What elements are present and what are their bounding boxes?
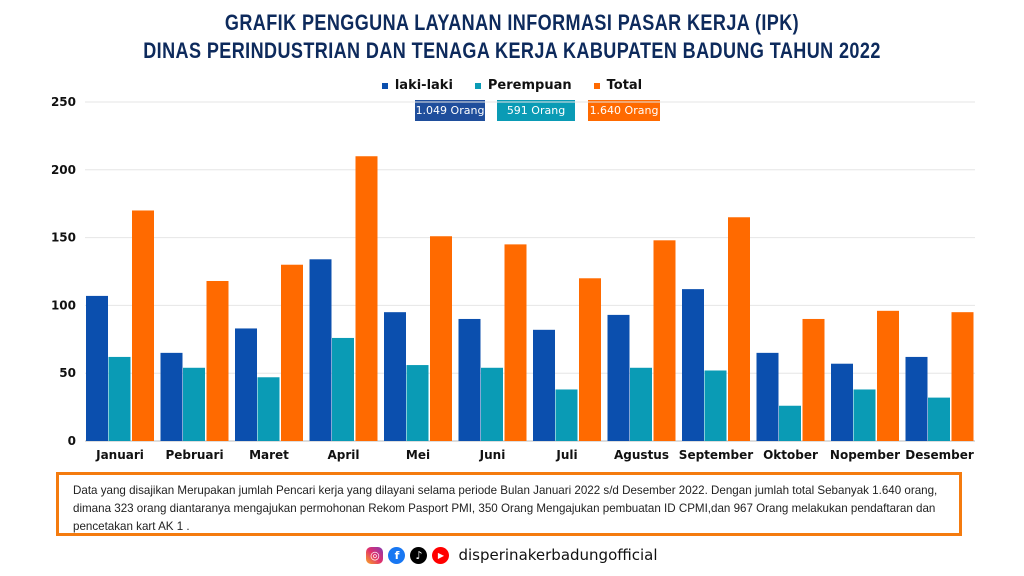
bar-perempuan-agustus	[630, 367, 652, 441]
bar-total-juni	[504, 244, 527, 441]
legend-label: Perempuan	[487, 78, 572, 93]
chart-title: GRAFIK PENGGUNA LAYANAN INFORMASI PASAR …	[224, 10, 800, 35]
chart-subtitle: DINAS PERINDUSTRIAN DAN TENAGA KERJA KAB…	[143, 38, 881, 63]
note-box: Data yang disajikan Merupakan jumlah Pen…	[56, 472, 962, 536]
bar-total-oktober	[802, 318, 825, 441]
x-tick-label: Juni	[479, 448, 506, 462]
bar-perempuan-september	[704, 370, 727, 441]
bar-total-nopember	[877, 310, 899, 441]
total-all-box: 1.640 Orang	[588, 100, 660, 121]
bar-laki-laki-september	[682, 289, 704, 441]
x-tick-label: Juli	[555, 448, 577, 462]
legend-label: laki-laki	[394, 78, 453, 93]
bar-laki-laki-juni	[458, 318, 481, 441]
bar-perempuan-nopember	[853, 389, 876, 441]
tiktok-icon[interactable]: ♪	[410, 546, 428, 564]
legend-swatch	[593, 82, 600, 89]
y-tick-label: 100	[51, 298, 76, 312]
x-tick-label: Maret	[249, 448, 289, 462]
bar-perempuan-oktober	[779, 405, 801, 441]
bar-total-mei	[430, 236, 452, 441]
bar-total-agustus	[653, 240, 676, 441]
bar-total-juli	[579, 278, 601, 441]
x-tick-label: Nopember	[830, 448, 900, 462]
legend-perempuan: Perempuan	[474, 78, 572, 93]
x-tick-label: Januari	[95, 448, 144, 462]
bar-total-desember	[951, 312, 974, 441]
x-tick-label: Oktober	[763, 448, 818, 462]
bar-laki-laki-april	[309, 259, 332, 441]
x-tick-label: Agustus	[614, 448, 669, 462]
bar-total-pebruari	[206, 280, 229, 441]
bar-perempuan-januari	[108, 356, 131, 441]
x-tick-label: September	[679, 448, 753, 462]
total-perempuan-box: 591 Orang	[497, 100, 575, 121]
bar-laki-laki-maret	[235, 328, 257, 441]
x-tick-label: Mei	[406, 448, 430, 462]
y-tick-label: 150	[51, 231, 76, 245]
y-tick-label: 200	[51, 163, 76, 177]
bar-total-januari	[132, 210, 154, 441]
y-tick-label: 0	[68, 434, 76, 448]
bar-perempuan-maret	[257, 377, 280, 441]
bar-laki-laki-januari	[86, 295, 108, 441]
x-tick-label: Pebruari	[165, 448, 223, 462]
bar-laki-laki-mei	[384, 312, 406, 441]
youtube-icon[interactable]: ▶	[432, 546, 450, 564]
footer: ◎ f ♪ ▶ disperinakerbadungofficial	[0, 546, 1024, 564]
y-tick-label: 50	[59, 366, 76, 380]
bar-total-maret	[281, 264, 303, 441]
legend-swatch	[474, 82, 481, 89]
bar-laki-laki-nopember	[831, 363, 853, 441]
legend-total: Total	[593, 78, 643, 93]
bar-perempuan-juni	[481, 367, 503, 441]
bar-laki-laki-agustus	[607, 314, 630, 441]
bar-laki-laki-juli	[533, 329, 555, 441]
facebook-icon[interactable]: f	[388, 546, 406, 564]
bar-perempuan-juli	[555, 389, 578, 441]
bar-total-april	[355, 156, 378, 442]
legend-laki: laki-laki	[381, 78, 453, 93]
legend-label: Total	[606, 78, 643, 93]
bar-laki-laki-pebruari	[160, 352, 183, 441]
total-laki-box: 1.049 Orang	[415, 100, 485, 121]
bar-perempuan-mei	[406, 365, 429, 441]
bar-total-september	[728, 217, 750, 441]
bar-laki-laki-oktober	[756, 352, 779, 441]
bar-perempuan-pebruari	[183, 367, 205, 441]
instagram-icon[interactable]: ◎	[366, 546, 384, 564]
footer-handle: disperinakerbadungofficial	[458, 546, 658, 564]
bar-perempuan-desember	[928, 397, 950, 441]
x-tick-label: Desember	[905, 448, 974, 462]
x-tick-label: April	[327, 448, 359, 462]
bar-laki-laki-desember	[905, 356, 928, 441]
y-tick-label: 250	[51, 95, 76, 109]
bar-perempuan-april	[332, 337, 354, 441]
legend: laki-laki Perempuan Total	[0, 78, 1024, 93]
legend-swatch	[381, 82, 388, 89]
